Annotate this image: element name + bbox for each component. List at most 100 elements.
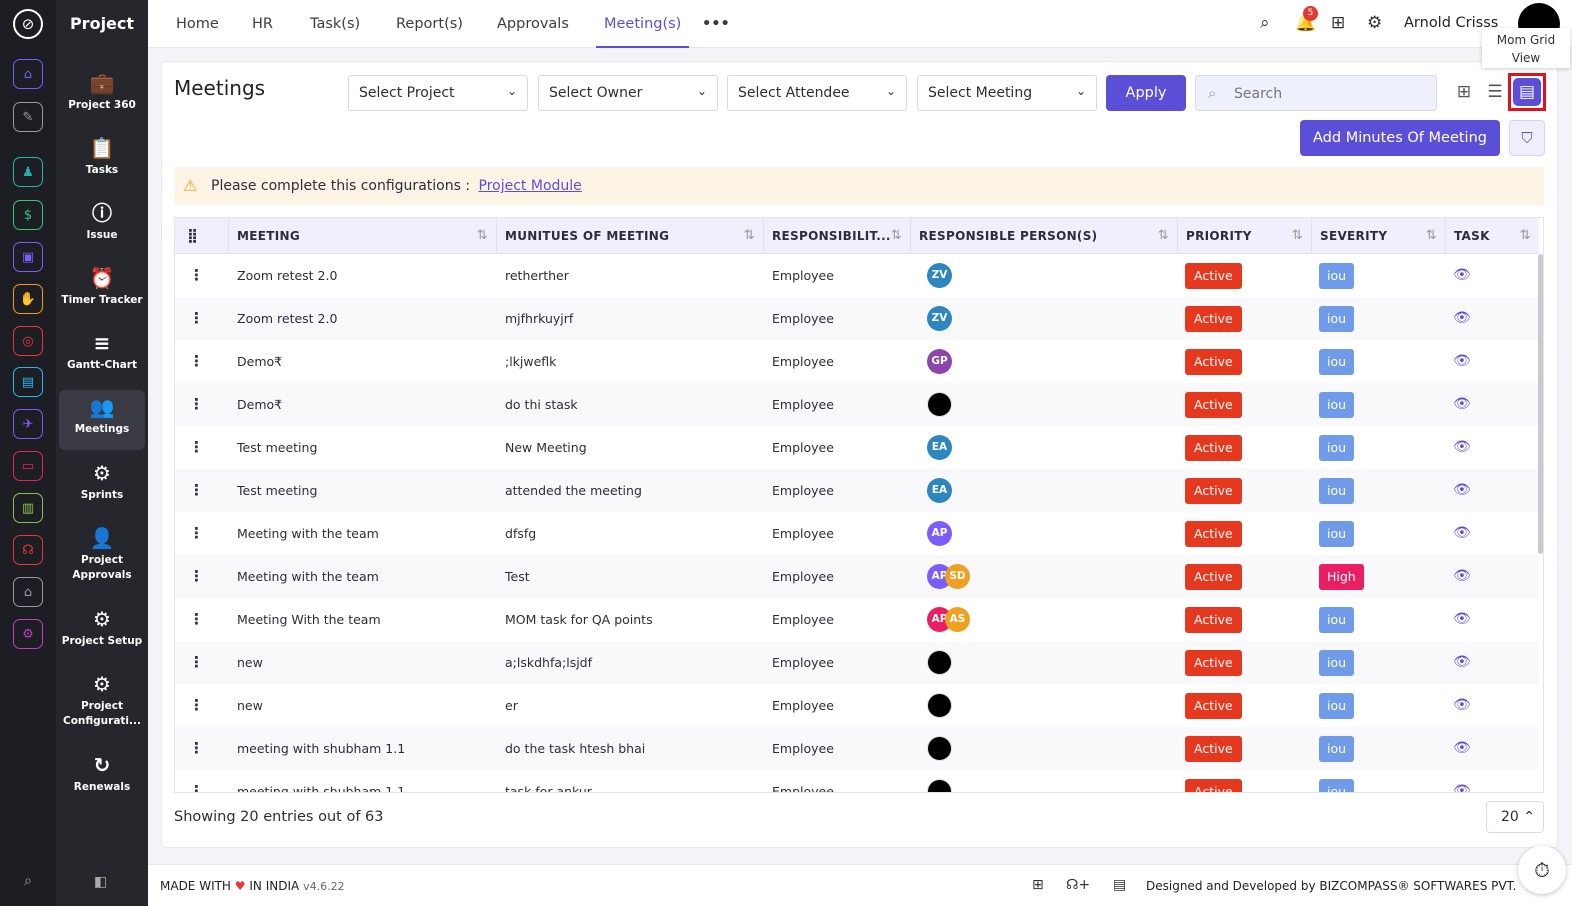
sidebar-item-gantt-chart[interactable]: ≡ Gantt-Chart <box>59 326 145 386</box>
search-icon[interactable]: ⌕ <box>1260 13 1270 33</box>
mom-grid-view-icon[interactable]: ▤ <box>1513 78 1541 106</box>
row-actions-icon[interactable]: ⋮ <box>189 696 204 714</box>
sidebar-item-sprints[interactable]: ⚙ Sprints <box>59 456 145 516</box>
view-task-eye-icon[interactable]: 👁 <box>1453 611 1471 627</box>
table-row[interactable]: ⋮ new er Employee Active iou 👁 <box>175 684 1539 727</box>
row-actions-icon[interactable]: ⋮ <box>189 653 204 671</box>
apply-button[interactable]: Apply <box>1106 75 1186 111</box>
avatar[interactable]: SD <box>945 564 970 589</box>
archive-icon[interactable]: ▤ <box>13 367 43 397</box>
avatar[interactable] <box>927 693 952 718</box>
col-responsible-persons[interactable]: RESPONSIBLE PERSON(S) ⇅ <box>911 218 1178 254</box>
avatar[interactable] <box>927 392 952 417</box>
row-actions-icon[interactable]: ⋮ <box>189 395 204 413</box>
money-icon[interactable]: $ <box>13 200 43 230</box>
filter-icon[interactable]: ⛉ <box>1509 120 1545 156</box>
avatar[interactable]: ZV <box>927 306 952 331</box>
row-actions-icon[interactable]: ⋮ <box>189 438 204 456</box>
target-icon[interactable]: ◎ <box>13 326 43 356</box>
view-task-eye-icon[interactable]: 👁 <box>1453 654 1471 670</box>
select-attendee-dropdown[interactable]: Select Attendee ⌄ <box>727 75 907 111</box>
row-actions-icon[interactable]: ⋮ <box>189 352 204 370</box>
nav-hr[interactable]: HR <box>252 16 273 32</box>
sort-icon[interactable]: ⇅ <box>1519 228 1531 243</box>
select-project-dropdown[interactable]: Select Project ⌄ <box>348 75 528 111</box>
view-task-eye-icon[interactable]: 👁 <box>1453 740 1471 756</box>
table-row[interactable]: ⋮ Meeting with the team dfsfg Employee AP Act… <box>175 512 1539 555</box>
avatar[interactable] <box>927 779 952 792</box>
col-task[interactable]: TASK ⇅ <box>1446 218 1539 254</box>
avatar[interactable]: EA <box>927 435 952 460</box>
avatar[interactable]: AS <box>945 607 970 632</box>
nav-home[interactable]: Home <box>176 16 219 32</box>
briefcase-icon[interactable]: ▣ <box>13 242 43 272</box>
row-actions-icon[interactable]: ⋮ <box>189 481 204 499</box>
avatar[interactable] <box>927 736 952 761</box>
table-row[interactable]: ⋮ Zoom retest 2.0 retherther Employee ZV Acti… <box>175 254 1539 297</box>
table-row[interactable]: ⋮ Meeting With the team MOM task for QA po… <box>175 598 1539 641</box>
support-add-icon[interactable]: ☊+ <box>1066 877 1091 893</box>
avatar[interactable] <box>927 650 952 675</box>
plane-icon[interactable]: ✈ <box>13 409 43 439</box>
sort-icon[interactable]: ⇅ <box>743 228 755 243</box>
gear-icon[interactable]: ⚙ <box>13 619 43 649</box>
row-actions-icon[interactable]: ⋮ <box>189 567 204 585</box>
sidebar-item-project-setup[interactable]: ⚙ Project Setup <box>59 602 145 662</box>
table-row[interactable]: ⋮ Demo₹ ;lkjweflk Employee GP Active iou 👁 <box>175 340 1539 383</box>
row-actions-icon[interactable]: ⋮ <box>189 309 204 327</box>
table-scrollbar[interactable] <box>1538 254 1543 554</box>
nav-approvals[interactable]: Approvals <box>497 16 569 32</box>
user-name[interactable]: Arnold Crisss <box>1404 15 1499 31</box>
view-task-eye-icon[interactable]: 👁 <box>1453 353 1471 369</box>
list-view-icon[interactable]: ☰ <box>1487 82 1503 102</box>
nav-reports[interactable]: Report(s) <box>396 16 463 32</box>
table-row[interactable]: ⋮ new a;lskdhfa;lsjdf Employee Active iou 👁 <box>175 641 1539 684</box>
avatar[interactable]: ZV <box>927 263 952 288</box>
sort-icon[interactable]: ⇅ <box>1157 228 1169 243</box>
grid-view-icon[interactable]: ⊞ <box>1456 82 1472 102</box>
row-actions-icon[interactable]: ⋮ <box>189 782 204 793</box>
table-row[interactable]: ⋮ meeting with shubham 1.1 task for ankur E… <box>175 770 1539 793</box>
col-priority[interactable]: PRIORITY ⇅ <box>1178 218 1312 254</box>
column-settings-icon[interactable]: ⣿ <box>175 218 229 254</box>
sidebar-item-project-360[interactable]: 💼 Project 360 <box>59 66 145 126</box>
sidebar-item-meetings[interactable]: 👥 Meetings <box>59 390 145 450</box>
project-module-link[interactable]: Project Module <box>478 178 582 194</box>
avatar[interactable]: AP <box>927 521 952 546</box>
hand-icon[interactable]: ✋ <box>13 284 43 314</box>
house-icon[interactable]: ⌂ <box>13 577 43 607</box>
col-meeting[interactable]: MEETING ⇅ <box>229 218 497 254</box>
avatar[interactable]: EA <box>927 478 952 503</box>
sidebar-item-tasks[interactable]: 📋 Tasks <box>59 131 145 191</box>
pin-icon[interactable]: ✎ <box>13 102 43 132</box>
table-row[interactable]: ⋮ Meeting with the team Test Employee AP SD Ac… <box>175 555 1539 598</box>
people-icon[interactable]: ♟ <box>13 157 43 187</box>
sidebar-item-timer-tracker[interactable]: ⏰ Timer Tracker <box>59 261 145 321</box>
page-size-select[interactable]: 20 ⌃ <box>1486 801 1544 833</box>
clipboard-icon[interactable]: ▤ <box>1113 877 1127 893</box>
row-actions-icon[interactable]: ⋮ <box>189 739 204 757</box>
add-minutes-of-meeting-button[interactable]: Add Minutes Of Meeting <box>1300 120 1500 156</box>
compass-logo-icon[interactable]: ⊘ <box>13 9 43 39</box>
col-responsibility[interactable]: RESPONSIBILIT... ⇅ <box>764 218 911 254</box>
sort-icon[interactable]: ⇅ <box>1291 228 1303 243</box>
view-task-eye-icon[interactable]: 👁 <box>1453 783 1471 793</box>
view-task-eye-icon[interactable]: 👁 <box>1453 439 1471 455</box>
view-task-eye-icon[interactable]: 👁 <box>1453 310 1471 326</box>
collapse-sidebar-icon[interactable]: ◧ <box>94 874 108 890</box>
select-owner-dropdown[interactable]: Select Owner ⌄ <box>538 75 718 111</box>
nav-more-icon[interactable]: ••• <box>702 16 730 32</box>
col-severity[interactable]: SEVERITY ⇅ <box>1312 218 1446 254</box>
sort-icon[interactable]: ⇅ <box>476 228 488 243</box>
col-minutes[interactable]: MUNITUES OF MEETING ⇅ <box>497 218 764 254</box>
document-icon[interactable]: ▥ <box>13 493 43 523</box>
view-task-eye-icon[interactable]: 👁 <box>1453 396 1471 412</box>
row-actions-icon[interactable]: ⋮ <box>189 610 204 628</box>
sort-icon[interactable]: ⇅ <box>1425 228 1437 243</box>
sidebar-item-project-configurati[interactable]: ⚙ Project Configurati... <box>59 667 145 739</box>
view-task-eye-icon[interactable]: 👁 <box>1453 697 1471 713</box>
nav-tasks[interactable]: Task(s) <box>310 16 361 32</box>
search-icon[interactable]: ⌕ <box>24 873 32 889</box>
nav-meetings[interactable]: Meeting(s) <box>596 0 690 48</box>
view-task-eye-icon[interactable]: 👁 <box>1453 267 1471 283</box>
